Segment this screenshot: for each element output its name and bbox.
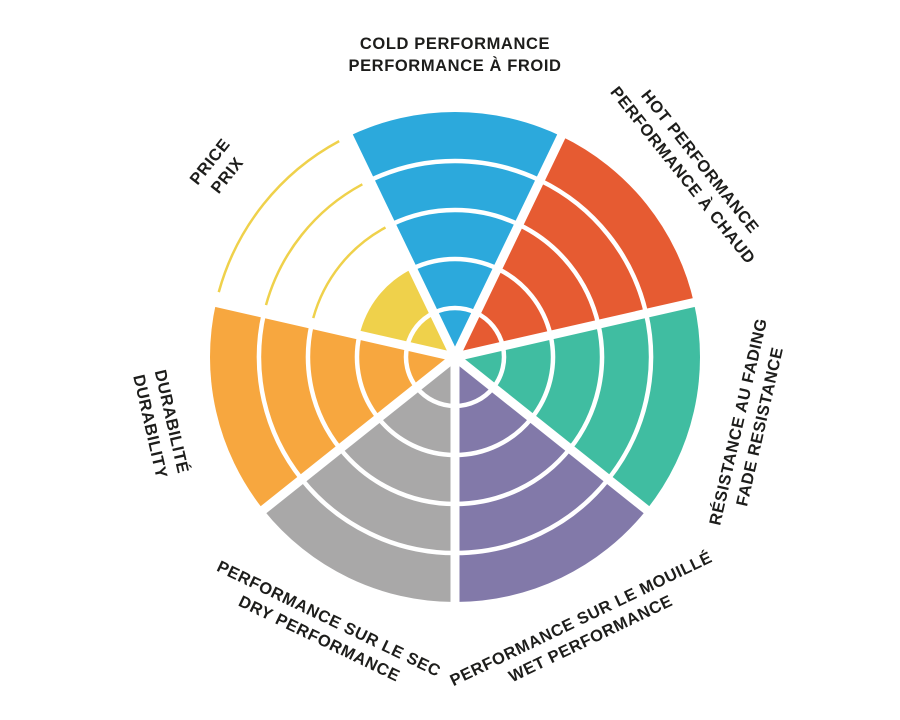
sector-fill [348, 111, 562, 357]
ring-outline [312, 226, 387, 319]
sector-separator [254, 353, 458, 519]
label-price: PRICEPRIX [187, 135, 252, 202]
sector-price [217, 140, 455, 357]
sector-fill [359, 268, 455, 357]
label-durability: DURABILITÉDURABILITY [129, 368, 193, 480]
sector-wet-performance [454, 357, 647, 602]
ring-divider [256, 312, 304, 481]
sector-hot-performance [455, 136, 694, 357]
ring-divider [454, 477, 610, 556]
ring-divider [517, 222, 601, 325]
ring-divider [368, 158, 542, 183]
wheel-sectors [209, 111, 701, 602]
wheel-center-dot [449, 351, 461, 363]
sector-separator [452, 353, 656, 519]
ring-divider [539, 178, 649, 314]
ring-divider [529, 334, 556, 420]
sector-separator [453, 296, 703, 362]
sector-fill [209, 302, 455, 510]
sector-fill [455, 136, 694, 357]
sector-separator [341, 127, 460, 359]
sector-durability [209, 302, 455, 510]
sector-fill [455, 302, 701, 510]
ring-divider [390, 207, 520, 227]
sector-separator [207, 296, 457, 362]
ring-divider [568, 323, 605, 451]
sector-dry-performance [263, 357, 456, 602]
label-fade-resistance: RÉSISTANCE AU FADINGFADE RESISTANCE [705, 316, 792, 532]
ring-divider [338, 447, 456, 507]
sector-separator [450, 127, 569, 359]
ring-divider [411, 256, 499, 271]
sector-cold-performance [348, 111, 562, 357]
ring-divider [300, 477, 456, 556]
ring-divider [305, 323, 342, 451]
label-cold-performance: COLD PERFORMANCE PERFORMANCE À FROID [348, 35, 561, 75]
ring-divider [606, 312, 654, 481]
ring-divider [454, 447, 572, 507]
ring-divider [496, 266, 553, 336]
sector-separators [207, 127, 703, 610]
sector-fill [263, 357, 455, 602]
ring-divider [354, 334, 381, 420]
ring-outline [217, 140, 340, 293]
sector-fill [455, 357, 647, 602]
ring-divider [376, 416, 456, 458]
ring-divider [454, 416, 534, 458]
ring-outline [264, 183, 363, 306]
